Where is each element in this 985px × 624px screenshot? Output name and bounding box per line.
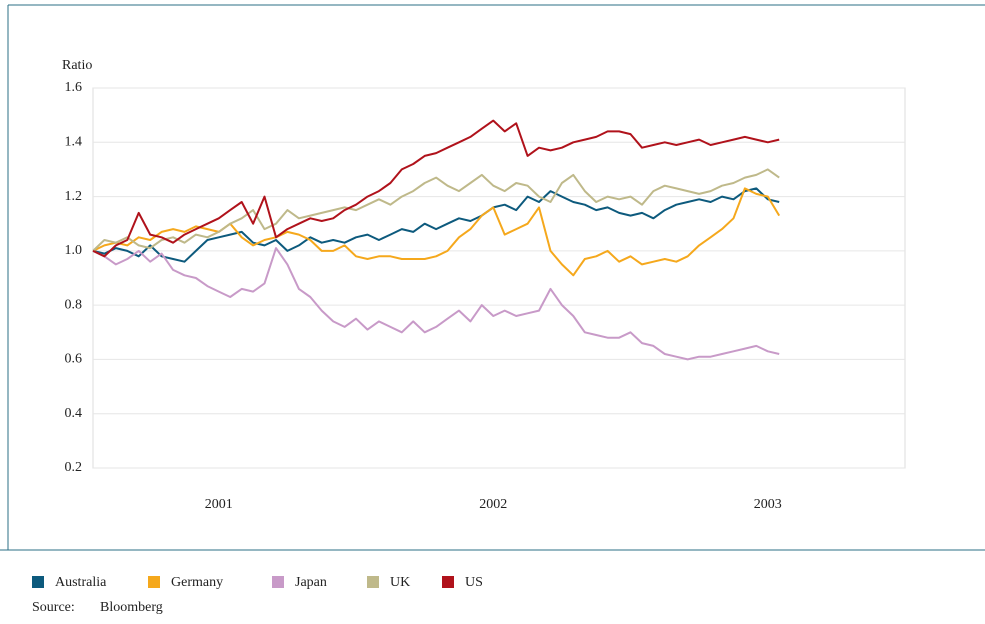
y-tick-label: 1.6 — [65, 80, 83, 95]
y-axis-label: Ratio — [62, 58, 92, 73]
legend-label: Germany — [171, 575, 223, 590]
series-line — [92, 168, 780, 252]
x-tick-label: 2002 — [479, 497, 507, 512]
legend-swatch — [32, 576, 44, 588]
y-tick-label: 0.6 — [65, 352, 83, 367]
legend-label: UK — [390, 575, 410, 590]
legend-label: US — [465, 575, 483, 590]
legend-swatch — [367, 576, 379, 588]
source-label: Source: — [32, 600, 75, 615]
series-line — [92, 187, 781, 277]
x-tick-label: 2003 — [754, 497, 782, 512]
plot-area — [92, 87, 906, 469]
legend-swatch — [442, 576, 454, 588]
legend-label: Australia — [55, 575, 107, 590]
x-tick-label: 2001 — [205, 497, 233, 512]
y-tick-label: 1.0 — [65, 243, 83, 258]
source: Bloomberg — [100, 600, 163, 615]
legend-label: Japan — [295, 575, 327, 590]
y-tick-label: 0.2 — [65, 460, 83, 475]
series-line — [92, 119, 780, 258]
legend-swatch — [148, 576, 160, 588]
legend-swatch — [272, 576, 284, 588]
y-tick-label: 0.4 — [65, 406, 83, 421]
y-tick-label: 0.8 — [65, 297, 83, 312]
y-tick-label: 1.2 — [65, 189, 83, 204]
series-line — [92, 247, 780, 361]
series-line — [92, 187, 780, 263]
y-tick-label: 1.4 — [65, 135, 83, 150]
